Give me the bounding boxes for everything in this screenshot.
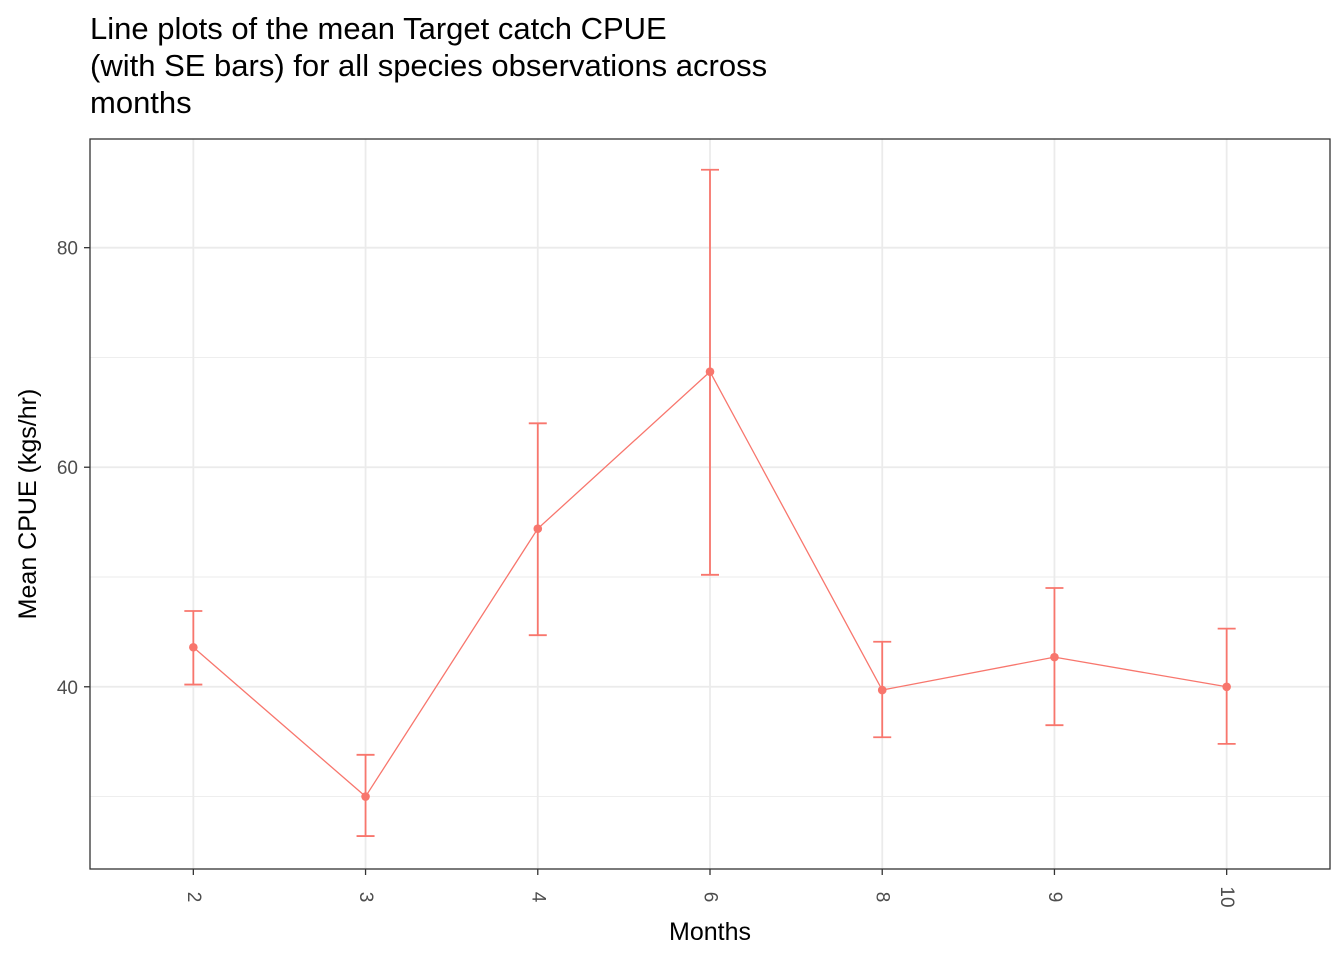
x-tick-label: 10 (1216, 886, 1237, 907)
data-point (1222, 682, 1231, 692)
x-tick-label: 9 (1044, 892, 1065, 903)
chart-title-line-2: (with SE bars) for all species observati… (90, 48, 768, 83)
chart-title-line-3: months (90, 85, 192, 120)
chart-title-line-1: Line plots of the mean Target catch CPUE (90, 11, 667, 46)
x-tick-label: 8 (872, 892, 893, 903)
data-point (533, 524, 543, 533)
x-axis-title: Months (669, 918, 751, 946)
data-series (184, 168, 1236, 837)
axes: 40 60 80 2 3 4 6 8 9 10 (57, 239, 1237, 908)
y-tick-label: 40 (57, 678, 78, 699)
data-point (1050, 652, 1059, 662)
y-axis-title: Mean CPUE (kgs/hr) (14, 389, 42, 620)
data-point (361, 792, 370, 801)
data-point (189, 642, 198, 652)
data-point (877, 685, 887, 695)
y-tick-label: 80 (57, 239, 78, 260)
x-tick-label: 6 (700, 892, 721, 903)
chart-title: Line plots of the mean Target catch CPUE… (90, 10, 910, 121)
x-tick-label: 4 (527, 892, 548, 903)
x-tick-label: 3 (355, 892, 376, 903)
data-point (705, 367, 715, 377)
x-tick-label: 2 (183, 892, 204, 903)
y-tick-label: 60 (57, 458, 78, 479)
